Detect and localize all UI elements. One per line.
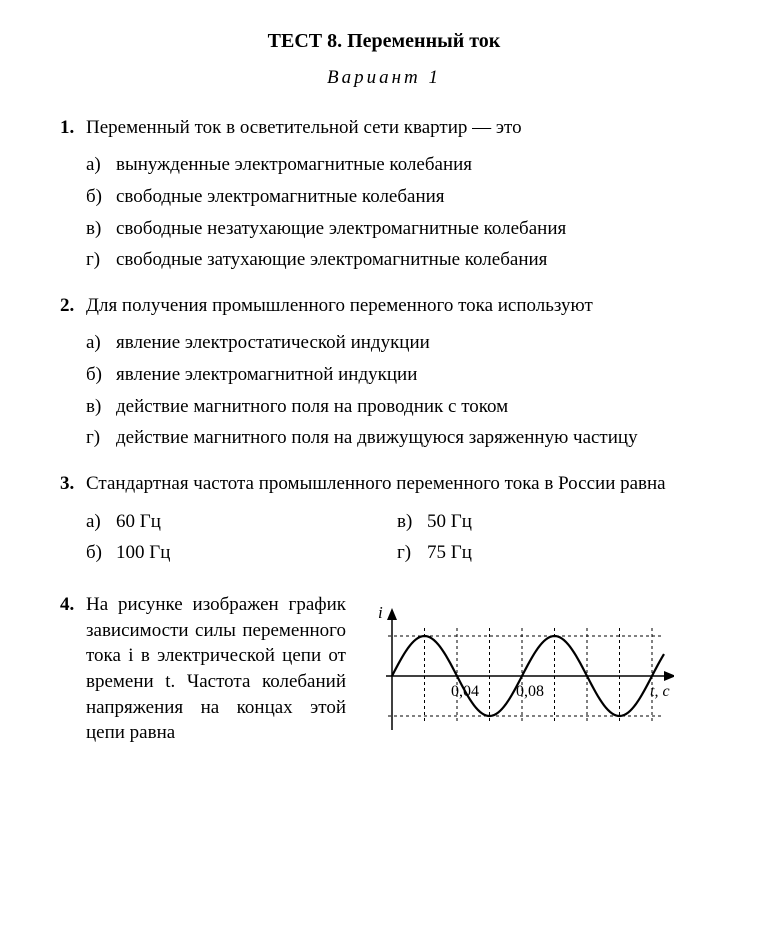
option-label: в) [86, 394, 116, 420]
sine-chart: i t, с 0,04 0,08 [364, 592, 674, 756]
question-2-options: а)явление электростатической индукции б)… [86, 330, 708, 451]
option-d: г)свободные затухающие электромагнитные … [86, 247, 708, 273]
question-number: 3. [60, 471, 86, 497]
question-text: Переменный ток в осветительной сети квар… [86, 115, 708, 141]
question-1-options: а)вынужденные электромагнитные колебания… [86, 152, 708, 273]
option-text: 100 Гц [116, 540, 397, 566]
option-d: г)75 Гц [397, 540, 708, 566]
option-text: действие магнитного поля на проводник с … [116, 394, 708, 420]
question-text: На рисунке изображен график зависимости … [86, 592, 346, 756]
title-prefix: ТЕСТ 8. [268, 30, 342, 52]
option-text: свободные незатухающие электромагнитные … [116, 216, 708, 242]
option-c: в)50 Гц [397, 509, 708, 535]
option-text: 75 Гц [427, 540, 708, 566]
question-4: 4. На рисунке изображен график зависимос… [60, 592, 708, 756]
test-title: ТЕСТ 8. Переменный ток [60, 28, 708, 55]
option-text: 60 Гц [116, 509, 397, 535]
option-text: вынужденные электромагнитные колебания [116, 152, 708, 178]
question-text: Стандартная частота промышленного переме… [86, 471, 708, 497]
option-label: б) [86, 362, 116, 388]
option-label: а) [86, 330, 116, 356]
option-label: в) [397, 509, 427, 535]
question-2: 2. Для получения промышленного переменно… [60, 293, 708, 319]
option-label: в) [86, 216, 116, 242]
svg-text:0,04: 0,04 [451, 683, 479, 700]
question-3: 3. Стандартная частота промышленного пер… [60, 471, 708, 497]
title-main: Переменный ток [347, 30, 500, 52]
option-label: а) [86, 152, 116, 178]
option-text: свободные затухающие электромагнитные ко… [116, 247, 708, 273]
option-label: б) [86, 540, 116, 566]
option-text: 50 Гц [427, 509, 708, 535]
option-b: б)явление электромагнитной индукции [86, 362, 708, 388]
option-d: г)действие магнитного поля на движущуюся… [86, 425, 708, 451]
option-text: свободные электромагнитные колебания [116, 184, 708, 210]
option-text: действие магнитного поля на движущуюся з… [116, 425, 708, 451]
question-number: 4. [60, 592, 86, 756]
option-b: б)100 Гц [86, 540, 397, 566]
sine-svg: i t, с 0,04 0,08 [364, 596, 674, 756]
option-label: г) [397, 540, 427, 566]
option-label: а) [86, 509, 116, 535]
option-b: б)свободные электромагнитные колебания [86, 184, 708, 210]
option-text: явление электромагнитной индукции [116, 362, 708, 388]
variant-subtitle: Вариант 1 [60, 65, 708, 91]
question-number: 2. [60, 293, 86, 319]
question-number: 1. [60, 115, 86, 141]
question-1: 1. Переменный ток в осветительной сети к… [60, 115, 708, 141]
option-text: явление электростатической индукции [116, 330, 708, 356]
svg-text:0,08: 0,08 [516, 683, 544, 700]
question-3-options: а)60 Гц в)50 Гц б)100 Гц г)75 Гц [86, 509, 708, 572]
option-a: а)вынужденные электромагнитные колебания [86, 152, 708, 178]
option-a: а)явление электростатической индукции [86, 330, 708, 356]
option-label: г) [86, 425, 116, 451]
option-c: в)свободные незатухающие электромагнитны… [86, 216, 708, 242]
option-a: а)60 Гц [86, 509, 397, 535]
option-c: в)действие магнитного поля на проводник … [86, 394, 708, 420]
svg-text:t, с: t, с [650, 683, 670, 700]
question-text: Для получения промышленного переменного … [86, 293, 708, 319]
option-label: г) [86, 247, 116, 273]
svg-text:i: i [378, 603, 383, 622]
option-label: б) [86, 184, 116, 210]
